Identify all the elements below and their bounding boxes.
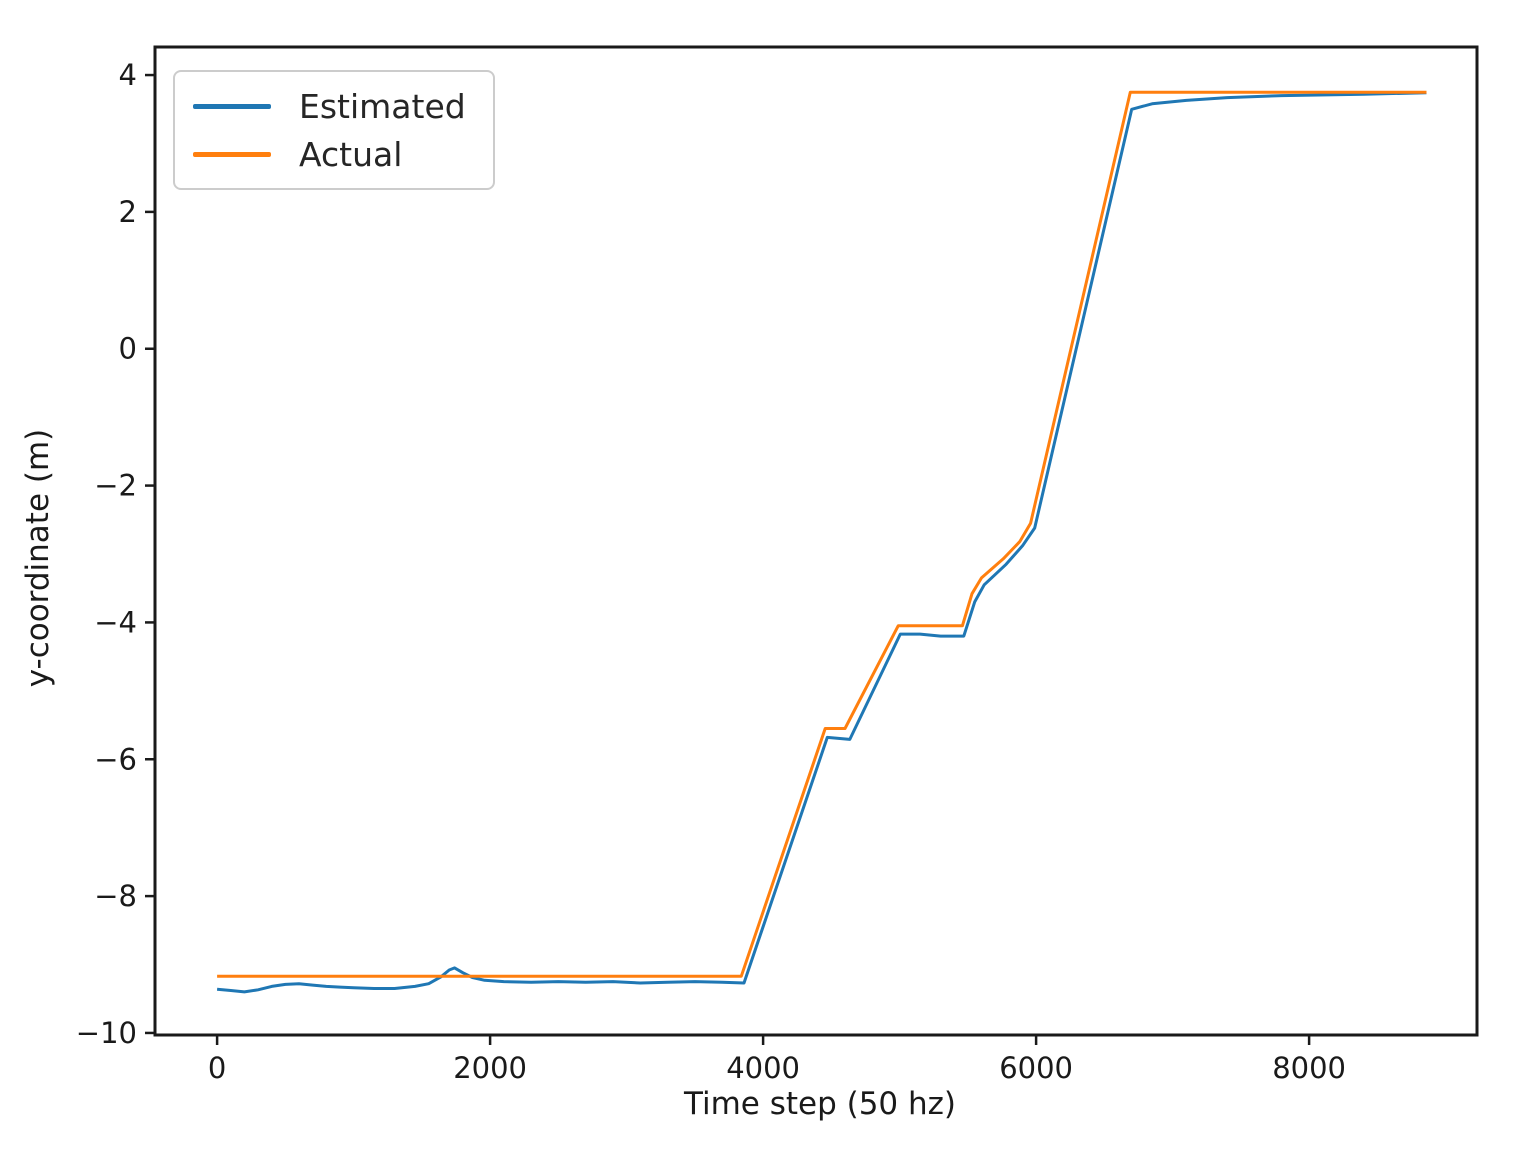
legend-entry-estimated: Estimated [193,82,475,130]
x-tick-label: 4000 [726,1051,800,1085]
x-tick-label: 6000 [999,1051,1073,1085]
x-tick-label: 0 [208,1051,226,1085]
x-axis-label: Time step (50 hz) [683,1086,957,1122]
y-tick-label: −8 [94,879,137,913]
y-tick-label: −4 [94,605,137,639]
legend-entry-actual: Actual [193,130,475,178]
y-tick-label: −10 [76,1016,137,1050]
y-axis-label: y-coordinate (m) [20,428,56,688]
legend: Estimated Actual [173,70,495,190]
y-tick-label: 4 [119,58,137,92]
x-tick-label: 2000 [453,1051,527,1085]
legend-label-estimated: Estimated [299,86,466,126]
legend-line-estimated [193,103,271,109]
y-tick-label: −6 [94,742,137,776]
series-line-estimated [216,91,1427,994]
series-line-actual [217,90,1427,978]
y-tick-label: −2 [94,469,137,503]
x-tick-label: 8000 [1272,1051,1346,1085]
legend-line-actual [193,151,271,157]
y-tick-label: 2 [119,195,137,229]
y-tick-label: 0 [119,332,137,366]
plot-area-border [153,45,1479,1037]
legend-label-actual: Actual [299,134,403,174]
